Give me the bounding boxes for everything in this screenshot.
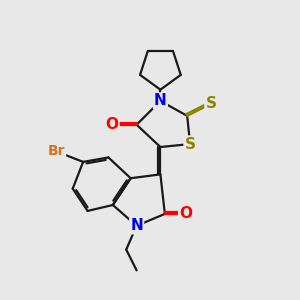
Text: O: O xyxy=(179,206,192,221)
Text: N: N xyxy=(130,218,143,233)
Text: S: S xyxy=(184,136,196,152)
Text: N: N xyxy=(154,94,167,109)
Text: O: O xyxy=(106,117,118,132)
Text: Br: Br xyxy=(48,145,65,158)
Text: S: S xyxy=(206,96,216,111)
